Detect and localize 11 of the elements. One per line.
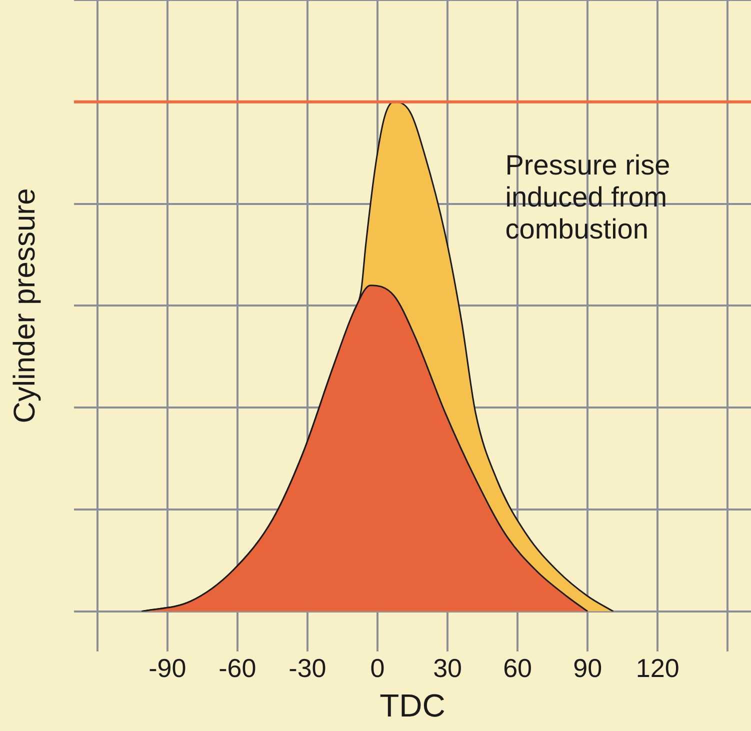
x-tick-label: -60	[218, 653, 256, 684]
x-tick-label: 60	[503, 653, 532, 684]
x-tick-label: 0	[370, 653, 385, 684]
x-tick-label: 120	[636, 653, 680, 684]
x-tick-label: 30	[433, 653, 462, 684]
y-axis-title: Cylinder pressure	[8, 188, 42, 424]
x-tick-label: -30	[288, 653, 326, 684]
annotation: Pressure rise induced from combustion	[505, 150, 670, 245]
x-tick-label: -90	[148, 653, 186, 684]
x-axis-title: TDC	[380, 688, 446, 724]
x-tick-label: 90	[573, 653, 602, 684]
